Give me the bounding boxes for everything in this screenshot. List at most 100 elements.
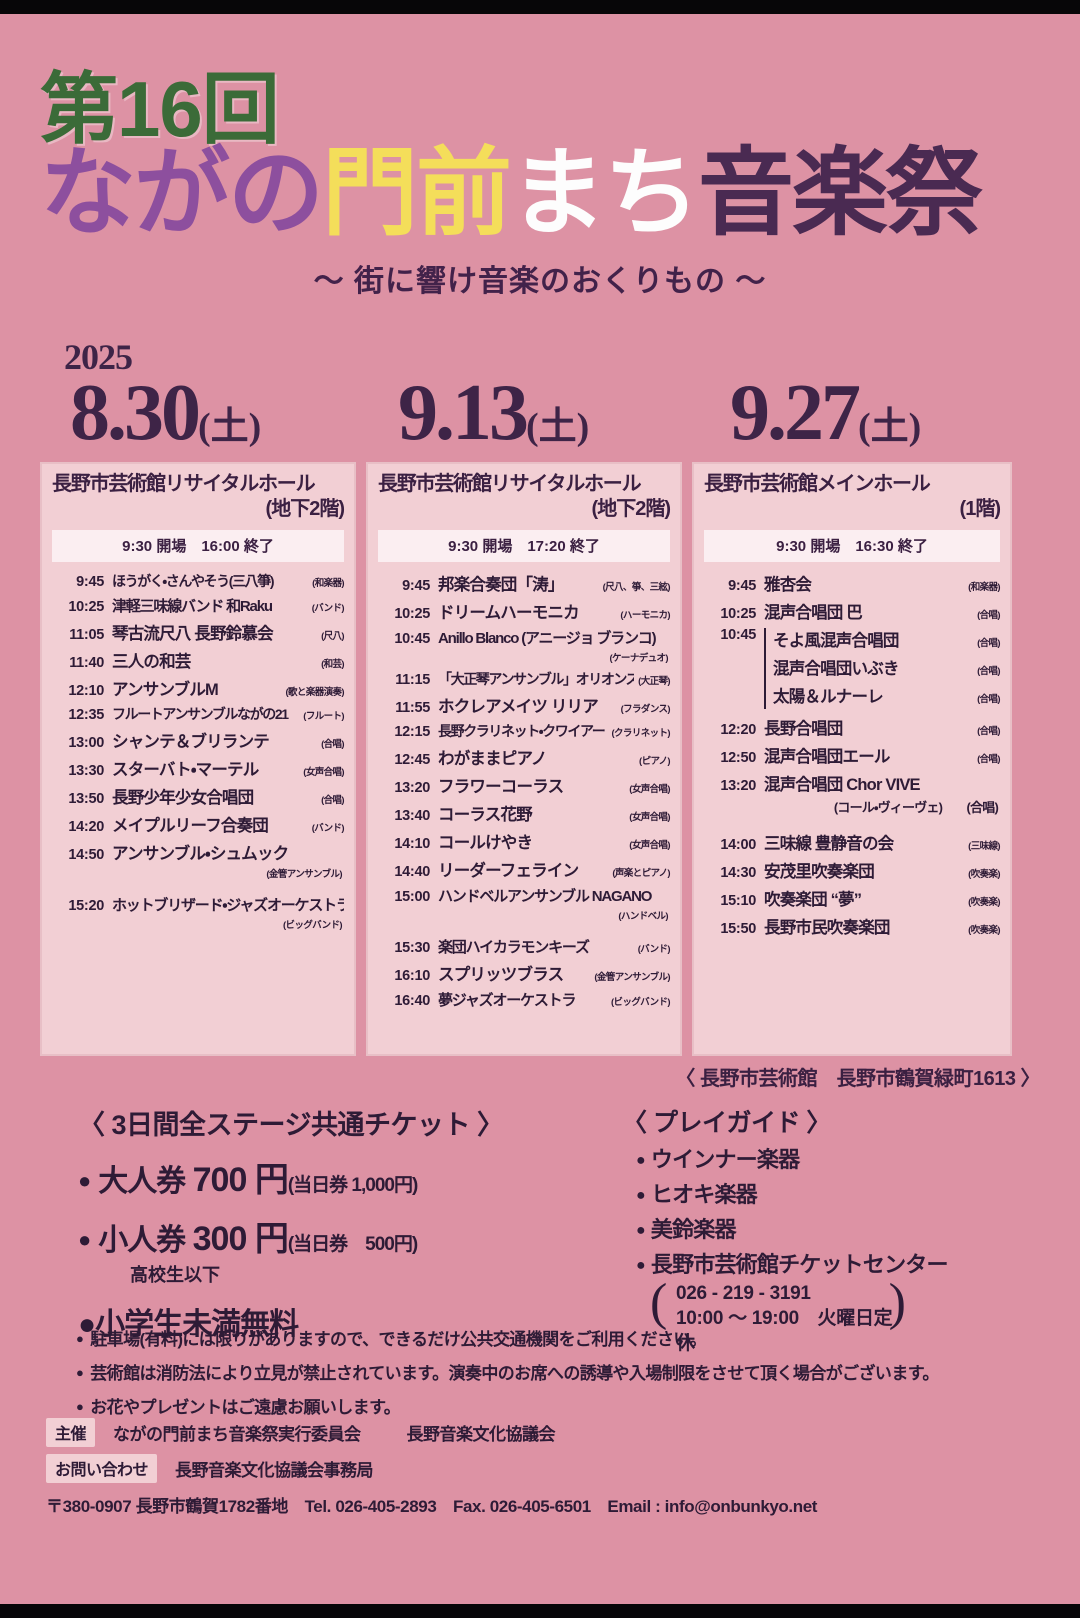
program-time: 16:40 xyxy=(394,993,430,1009)
note-item: ● 芸術館は消防法により立見が禁止されています。演奏中のお席への誘導や入場制限をさ… xyxy=(76,1359,1036,1384)
play-guide-heading: 〈 プレイガイド 〉 xyxy=(622,1109,831,1137)
bullet-icon: ● xyxy=(78,1308,96,1341)
day1-venue-floor: (地下2階) xyxy=(265,498,345,520)
program-time: 10:45 xyxy=(720,627,756,643)
date-day2-number: 9.13 xyxy=(398,369,529,457)
note-text: 芸術館は消防法により立見が禁止されています。演奏中のお席への誘導や入場制限をさせ… xyxy=(90,1364,939,1383)
program-genre: (和芸) xyxy=(321,659,345,670)
program-time: 11:55 xyxy=(395,700,430,716)
top-letterbox-bar xyxy=(0,0,1080,14)
program-row: 12:50 混声合唱団エール (合唱) xyxy=(704,743,1000,767)
program-genre: (ピアノ) xyxy=(639,756,671,767)
title-part-monzen: 門前 xyxy=(322,140,512,247)
festival-subtitle: 〜 街に響け音楽のおくりもの 〜 xyxy=(313,265,767,298)
program-time: 12:50 xyxy=(720,750,756,766)
ticket-center-phone[interactable]: 026 - 219 - 3191 xyxy=(676,1283,811,1304)
program-row: 10:45 Anillo Blanco (アニージョ ブランコ) xyxy=(378,627,670,648)
program-time: 13:00 xyxy=(68,735,104,751)
program-genre: (クラリネット) xyxy=(611,728,670,739)
ticket-adult-label: 大人券 xyxy=(98,1165,186,1198)
program-time: 13:50 xyxy=(68,791,104,807)
ticket-center-hours: 10:00 〜 19:00 火曜日定休 xyxy=(676,1308,893,1354)
bullet-icon: ● xyxy=(78,1227,91,1252)
program-time: 12:45 xyxy=(394,752,430,768)
program-genre: (尺八) xyxy=(321,631,345,642)
program-performer: 三人の和芸 xyxy=(112,653,191,671)
organizer-tag: 主催 xyxy=(46,1418,96,1447)
program-row: 9:45 ほうがく・さんやそう(三八箏) (和楽器) xyxy=(52,571,344,591)
program-time: 9:45 xyxy=(76,574,104,590)
program-performer: ハンドベルアンサンブル NAGANO xyxy=(438,888,652,905)
program-time: 13:20 xyxy=(394,780,430,796)
left-paren-decoration: ( xyxy=(650,1274,668,1331)
program-time: 13:20 xyxy=(720,778,756,794)
program-performer: 長野少年少女合唱団 xyxy=(112,789,254,807)
program-performer: アンサンブル・シュムック xyxy=(112,845,289,863)
program-performer: 混声合唱団いぶき xyxy=(773,660,899,678)
program-performer: コールけやき xyxy=(438,834,533,852)
program-genre: (バンド) xyxy=(637,944,671,955)
bullet-icon: ● xyxy=(76,1365,84,1380)
program-row: 10:25 ドリームハーモニカ (ハーモニカ) xyxy=(378,599,670,623)
program-genre: (合唱) xyxy=(321,795,345,806)
program-time: 15:00 xyxy=(394,889,430,905)
program-row: 13:20 混声合唱団 Chor VIVE xyxy=(704,771,1000,795)
contact-organization: 長野音楽文化協議会事務局 xyxy=(175,1461,374,1480)
program-genre: (歌と楽器演奏) xyxy=(285,687,344,698)
program-genre: (合唱) xyxy=(977,666,1001,677)
program-row: 10:25 津軽三味線バンド 和Raku (バンド) xyxy=(52,595,344,616)
program-row: 13:00 シャンテ＆ブリランテ (合唱) xyxy=(52,728,344,752)
ticket-adult-row: ● 大人券 700 円(当日券 1,000円) xyxy=(78,1152,598,1201)
bullet-icon: ● xyxy=(636,1222,646,1239)
note-item: ● お花やプレゼントはご遠慮お願いします。 xyxy=(76,1393,1036,1418)
bullet-icon: ● xyxy=(636,1152,646,1169)
day3-program-list: 9:45 雅杏会 (和楽器) 10:25 混声合唱団 巴 (合唱) 10:45 そよ風混声合唱… xyxy=(704,571,1000,938)
note-item: ● 駐車場(有料)には限りがありますので、できるだけ公共交通機関をご利用ください。 xyxy=(76,1325,1036,1350)
program-genre: (合唱) xyxy=(977,694,1001,705)
program-row: 15:20 ホットブリザード・ジャズオーケストラ xyxy=(52,894,344,915)
program-performer: 安茂里吹奏楽団 xyxy=(764,863,875,881)
program-time: 12:10 xyxy=(68,683,104,699)
program-row: 11:05 琴古流尺八 長野鈴慕会 (尺八) xyxy=(52,620,344,644)
program-performer: 長野合唱団 xyxy=(764,720,843,738)
day2-program-panel: 長野市芸術館リサイタルホール (地下2階) 9:30 開場 17:20 終了 9… xyxy=(366,462,682,1056)
day3-hours: 9:30 開場 16:30 終了 xyxy=(704,530,1000,562)
contact-details[interactable]: 〒380-0907 長野市鶴賀1782番地 Tel. 026-405-2893 … xyxy=(46,1497,818,1516)
day1-program-list: 9:45 ほうがく・さんやそう(三八箏) (和楽器) 10:25 津軽三味線バンド 和R… xyxy=(52,571,344,931)
program-genre: (和楽器) xyxy=(312,578,344,589)
program-row: 11:15 「大正琴アンサンブル」オリオンズ (大正琴) xyxy=(378,669,670,689)
program-row: 16:40 夢ジャズオーケストラ (ビッグバンド) xyxy=(378,989,670,1010)
program-performer: 混声合唱団 Chor VIVE xyxy=(764,776,921,794)
program-genre: (バンド) xyxy=(311,603,345,614)
ticket-child-price: 300 円 xyxy=(192,1220,289,1258)
program-performer: ドリームハーモニカ xyxy=(438,604,580,622)
program-row: 13:50 長野少年少女合唱団 (合唱) xyxy=(52,784,344,808)
program-row: 15:30 楽団ハイカラモンキーズ (バンド) xyxy=(378,936,670,957)
title-part-nagano: ながの xyxy=(40,140,324,247)
program-performer: わがままピアノ xyxy=(438,750,547,768)
program-performer: 混声合唱団エール xyxy=(764,748,890,766)
play-guide-item-label: 長野市芸術館チケットセンター xyxy=(650,1252,949,1277)
program-genre: (吹奏楽) xyxy=(968,869,1000,880)
program-row: 14:10 コールけやき (女声合唱) xyxy=(378,829,670,853)
bullet-icon: ● xyxy=(636,1187,646,1204)
ticket-child-door-price: (当日券 500円) xyxy=(287,1234,418,1255)
date-day3-weekday: (土) xyxy=(858,406,922,448)
program-row: 13:30 スターバト・マーテル (女声合唱) xyxy=(52,756,344,780)
program-genre: (吹奏楽) xyxy=(968,897,1000,908)
ticket-adult-door-price: (当日券 1,000円) xyxy=(287,1175,418,1196)
program-time: 14:30 xyxy=(720,865,756,881)
note-text: お花やプレゼントはご遠慮お願いします。 xyxy=(90,1398,401,1417)
program-row: 11:40 三人の和芸 (和芸) xyxy=(52,648,344,672)
program-performer: 楽団ハイカラモンキーズ xyxy=(438,939,590,956)
ticket-child-note: 高校生以下 xyxy=(130,1265,220,1285)
program-row: 15:10 吹奏楽団 “夢” (吹奏楽) xyxy=(704,886,1000,910)
bullet-icon: ● xyxy=(76,1331,84,1346)
ticket-section: 〈 3日間全ステージ共通チケット 〉 ● 大人券 700 円(当日券 1,000円… xyxy=(78,1103,598,1343)
title-part-ongakusai: 音楽祭 xyxy=(698,140,982,247)
organizer-name-secondary: 長野音楽文化協議会 xyxy=(406,1425,556,1444)
program-genre: (女声合唱) xyxy=(303,767,344,778)
program-genre: (ビッグバンド) xyxy=(610,997,671,1008)
ticket-center-details: ( ) 026 - 219 - 3191 10:00 〜 19:00 火曜日定休 xyxy=(650,1277,906,1356)
program-performer: リーダーフェライン xyxy=(438,862,579,880)
